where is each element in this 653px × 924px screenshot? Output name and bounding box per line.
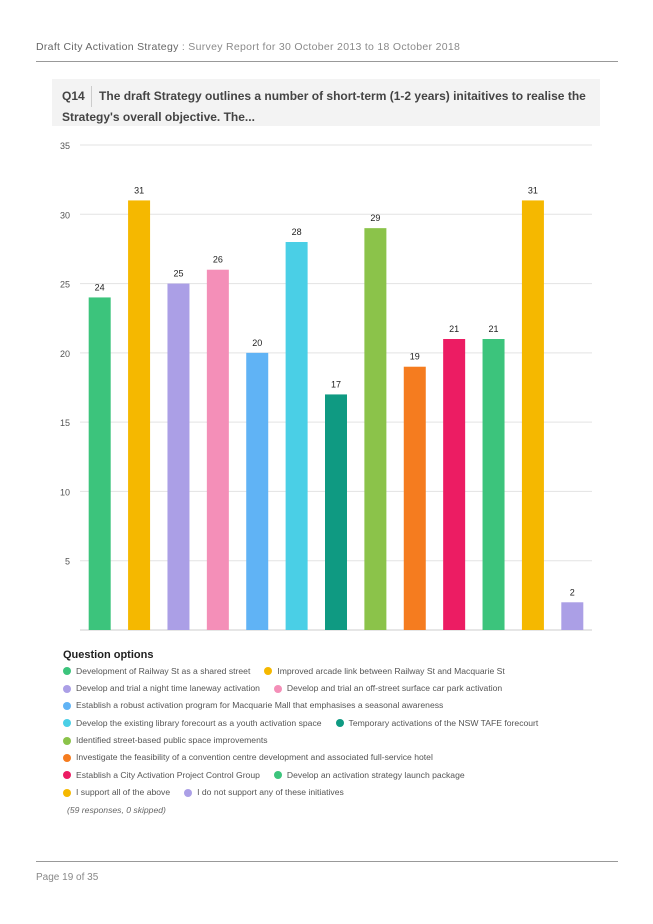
legend-item: Develop and trial an off-street surface … — [273, 683, 503, 694]
bar — [482, 339, 505, 630]
page-header: Draft City Activation Strategy : Survey … — [36, 41, 618, 53]
legend-item: Improved arcade link between Railway St … — [264, 665, 505, 676]
legend-row: Development of Railway St as a shared st… — [63, 665, 608, 682]
bar — [88, 297, 111, 630]
legend-swatch — [63, 684, 71, 693]
bar-value-label: 28 — [292, 227, 302, 237]
legend-label: I support all of the above — [76, 786, 171, 797]
legend-swatch — [63, 753, 71, 762]
legend-item: Develop the existing library forecourt a… — [63, 718, 322, 728]
legend-row: Establish a robust activation program fo… — [63, 700, 608, 717]
y-tick-label: 15 — [60, 418, 70, 428]
bar — [443, 339, 466, 630]
legend-item: I do not support any of these initiative… — [184, 787, 344, 797]
bar-value-label: 26 — [213, 255, 223, 265]
legend-label: Develop and trial an off-street surface … — [286, 683, 503, 694]
bar-value-label: 24 — [95, 282, 105, 292]
y-tick-label: 35 — [60, 141, 70, 151]
y-tick-label: 20 — [60, 349, 70, 359]
bar-value-label: 20 — [252, 338, 262, 348]
legend-label: Develop the existing library forecourt a… — [76, 717, 322, 728]
legend-swatch — [335, 719, 344, 728]
bar-chart: 5 10 15 20 25 30 35 24 31 25 26 20 28 17 29 19 21 21 31 2 — [60, 141, 592, 631]
bar-value-label: 17 — [331, 379, 341, 389]
legend-label: Improved arcade link between Railway St … — [277, 665, 505, 676]
legend-item: Develop an activation strategy launch pa… — [273, 769, 465, 780]
bar — [128, 200, 151, 630]
question-box: Q14 The draft Strategy outlines a number… — [52, 79, 600, 126]
legend-row: Establish a City Activation Project Cont… — [63, 769, 608, 786]
bar-value-label: 21 — [489, 324, 499, 334]
bar-value-label: 25 — [173, 269, 183, 279]
legend-item: Investigate the feasibility of a convent… — [63, 752, 433, 762]
y-tick-label: 10 — [60, 487, 70, 497]
legend-swatch — [63, 736, 71, 745]
bar-value-label: 2 — [570, 587, 575, 597]
bar — [403, 366, 426, 630]
legend-swatch — [63, 702, 71, 711]
bar — [325, 394, 347, 630]
bar — [167, 283, 190, 630]
bar — [246, 352, 269, 630]
legend-row: Develop and trial a night time laneway a… — [63, 682, 608, 699]
legend-swatch — [273, 684, 282, 693]
legend-row: I support all of the above I do not suppo… — [63, 786, 608, 803]
y-tick-label: 30 — [60, 210, 70, 220]
header-divider — [36, 61, 618, 62]
legend-swatch — [63, 667, 71, 676]
bar-value-label: 29 — [370, 213, 380, 223]
bar-value-label: 31 — [528, 185, 538, 195]
legend-row: Develop the existing library forecourt a… — [63, 717, 608, 734]
y-tick-label: 25 — [60, 280, 70, 290]
legend-label: Develop and trial a night time laneway a… — [76, 683, 260, 694]
chart-legend: Question options Development of Railway … — [63, 649, 608, 815]
bar-value-label: 21 — [449, 324, 459, 334]
bar — [521, 200, 544, 630]
legend-swatch — [63, 719, 71, 728]
legend-label: Establish a robust activation program fo… — [76, 700, 444, 711]
legend-label: Temporary activations of the NSW TAFE fo… — [348, 717, 539, 728]
legend-label: Establish a City Activation Project Cont… — [76, 769, 260, 780]
legend-row: Identified street-based public space imp… — [63, 734, 608, 751]
legend-item: I support all of the above — [63, 787, 170, 797]
page-number: Page 19 of 35 — [36, 872, 99, 883]
legend-swatch — [184, 788, 193, 797]
legend-swatch — [264, 667, 273, 676]
legend-label: Development of Railway St as a shared st… — [76, 665, 251, 676]
bar-value-label: 19 — [410, 352, 420, 362]
bar — [561, 602, 584, 630]
legend-swatch — [63, 771, 71, 780]
bar — [285, 242, 308, 630]
report-period: : Survey Report for 30 October 2013 to 1… — [178, 41, 461, 53]
legend-rows: Development of Railway St as a shared st… — [63, 665, 608, 803]
document-title: Draft City Activation Strategy — [36, 41, 179, 53]
legend-label: Develop an activation strategy launch pa… — [286, 769, 465, 780]
legend-label: Identified street-based public space imp… — [76, 734, 268, 745]
legend-item: Establish a City Activation Project Cont… — [63, 770, 260, 780]
legend-item: Develop and trial a night time laneway a… — [63, 683, 260, 693]
legend-label: I do not support any of these initiative… — [197, 786, 344, 797]
legend-title: Question options — [63, 649, 154, 661]
legend-item: Temporary activations of the NSW TAFE fo… — [335, 717, 539, 728]
legend-swatch — [63, 788, 71, 797]
legend-item: Identified street-based public space imp… — [63, 735, 268, 745]
footer-divider — [36, 861, 618, 862]
response-count: (59 responses, 0 skipped) — [67, 805, 166, 816]
question-text: The draft Strategy outlines a number of … — [62, 89, 586, 124]
legend-item: Development of Railway St as a shared st… — [63, 666, 250, 676]
legend-row: Investigate the feasibility of a convent… — [63, 751, 608, 768]
bar-value-label: 31 — [134, 185, 144, 195]
legend-swatch — [273, 771, 282, 780]
question-number: Q14 — [62, 86, 92, 107]
bar — [364, 228, 387, 630]
y-tick-label: 5 — [65, 557, 70, 567]
bar — [206, 269, 229, 630]
legend-label: Investigate the feasibility of a convent… — [76, 752, 433, 763]
legend-item: Establish a robust activation program fo… — [63, 700, 443, 710]
